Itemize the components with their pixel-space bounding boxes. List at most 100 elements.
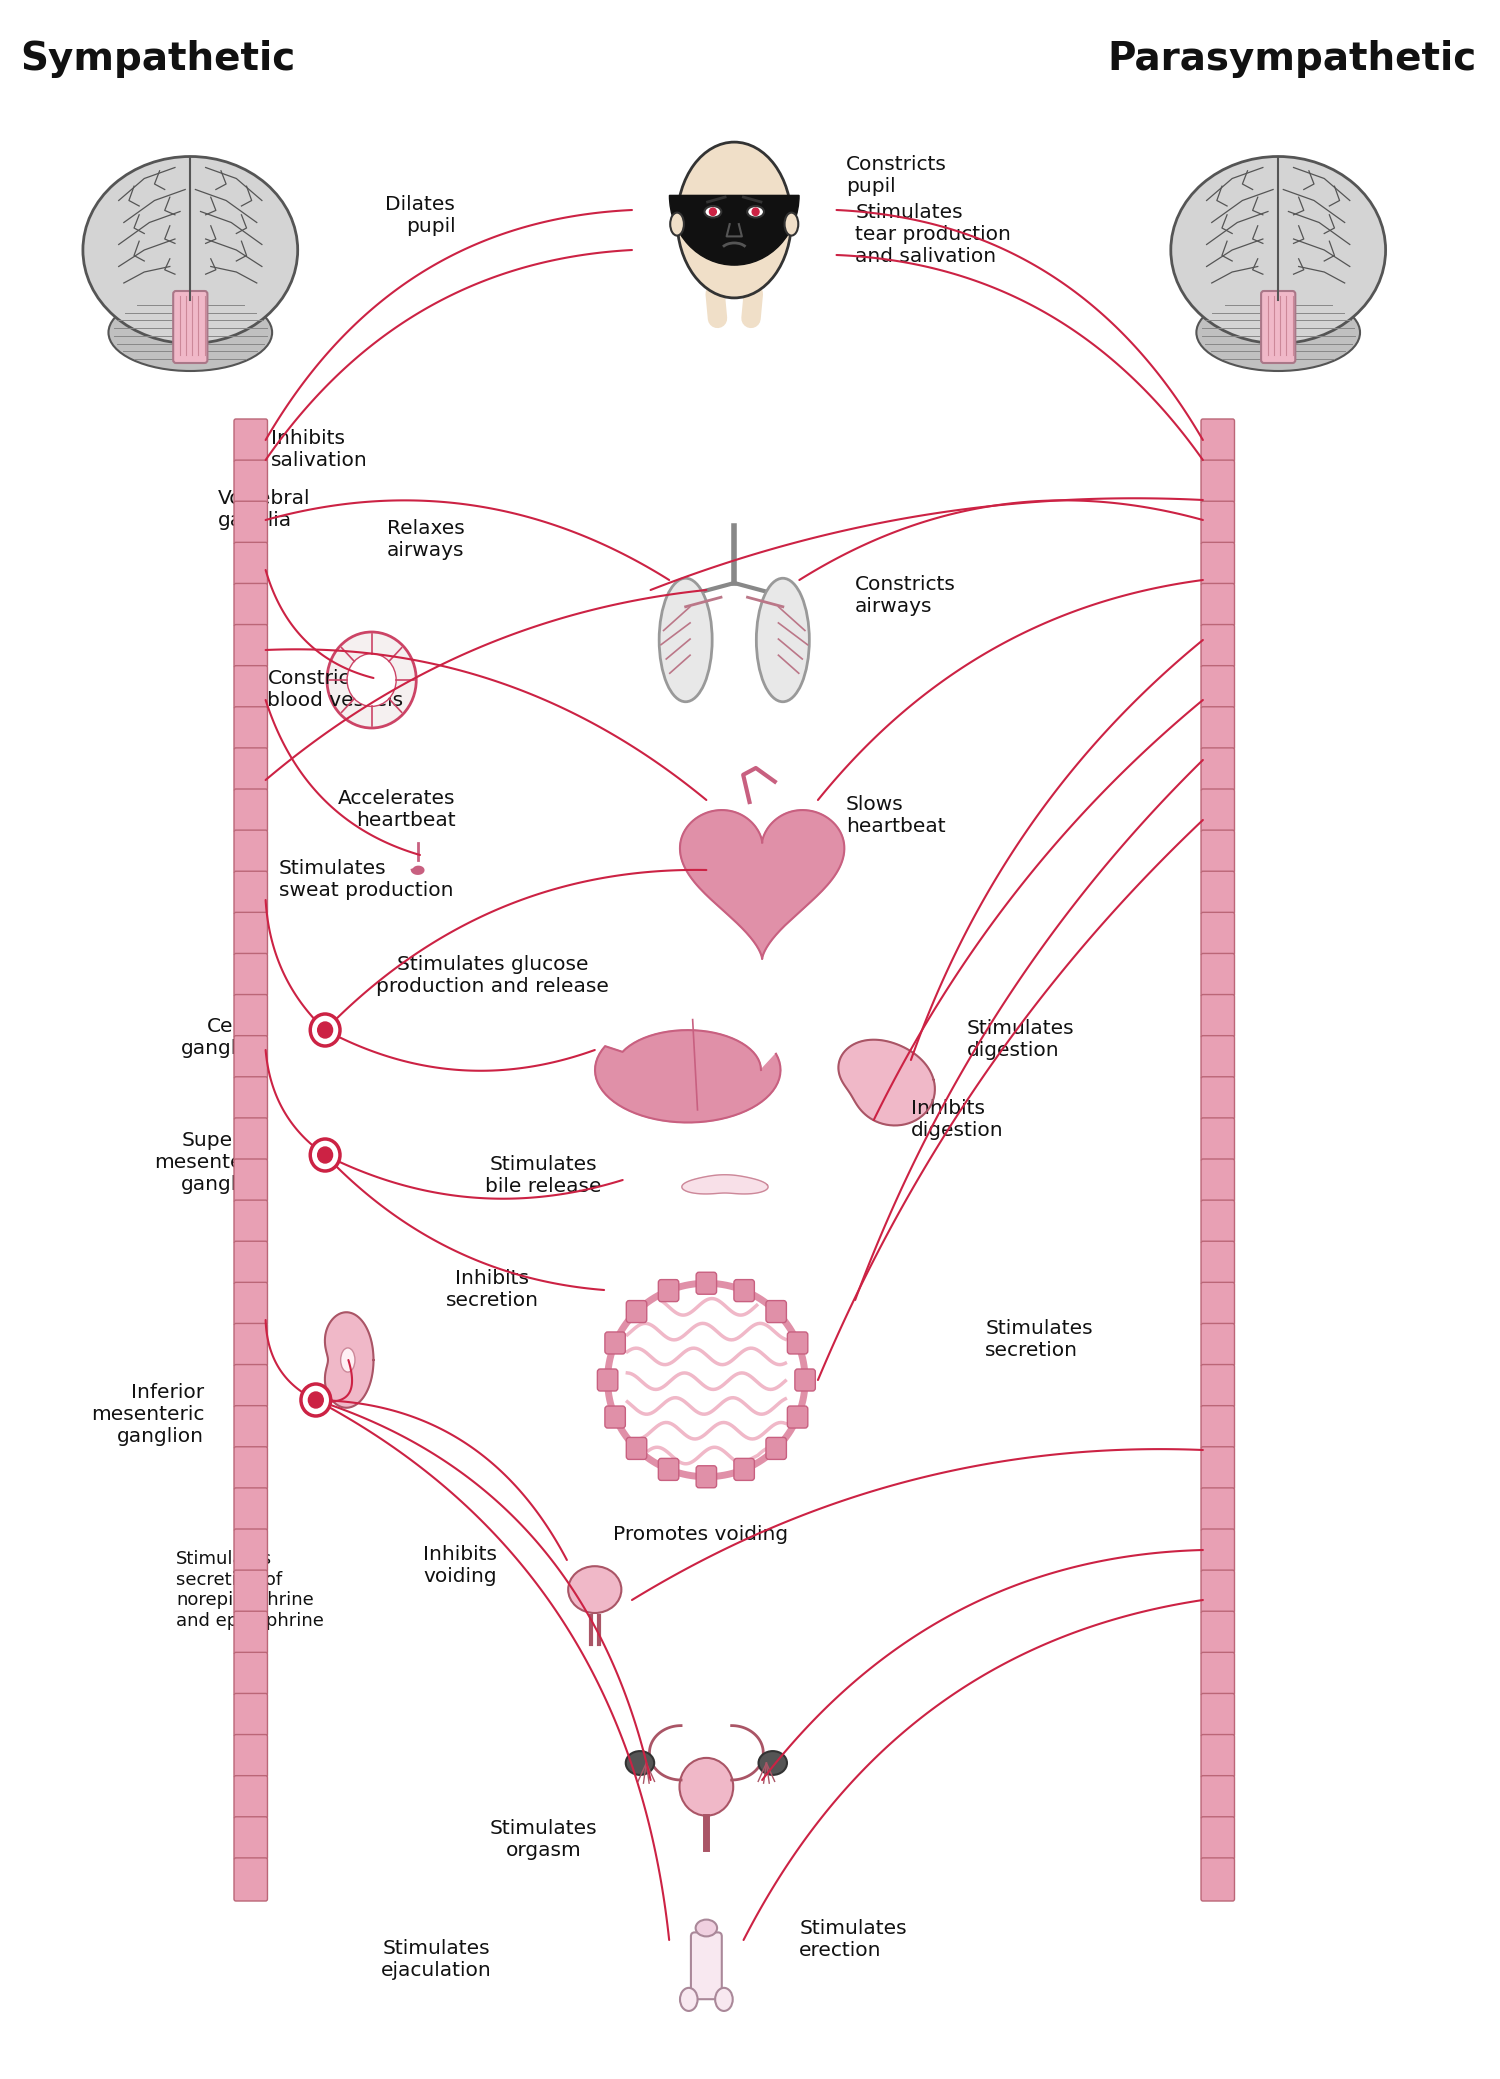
Circle shape — [710, 208, 717, 216]
FancyBboxPatch shape — [627, 1437, 646, 1459]
FancyBboxPatch shape — [1202, 501, 1234, 545]
FancyBboxPatch shape — [1202, 1859, 1234, 1900]
FancyBboxPatch shape — [1202, 1528, 1234, 1572]
FancyBboxPatch shape — [1262, 291, 1296, 364]
FancyBboxPatch shape — [1202, 1734, 1234, 1778]
Ellipse shape — [670, 212, 684, 235]
FancyBboxPatch shape — [627, 1301, 646, 1322]
FancyBboxPatch shape — [234, 1447, 267, 1491]
FancyBboxPatch shape — [234, 1241, 267, 1285]
FancyBboxPatch shape — [1202, 748, 1234, 790]
FancyBboxPatch shape — [1202, 1611, 1234, 1655]
FancyBboxPatch shape — [692, 1931, 722, 2000]
Text: Sympathetic: Sympathetic — [20, 40, 296, 79]
Circle shape — [327, 632, 416, 728]
FancyBboxPatch shape — [1202, 707, 1234, 751]
FancyBboxPatch shape — [1202, 1324, 1234, 1366]
Text: Stimulates
orgasm: Stimulates orgasm — [490, 1819, 597, 1861]
FancyBboxPatch shape — [658, 1457, 680, 1480]
FancyBboxPatch shape — [1202, 459, 1234, 503]
Circle shape — [346, 653, 396, 707]
FancyBboxPatch shape — [1202, 1077, 1234, 1121]
Ellipse shape — [658, 578, 712, 703]
FancyBboxPatch shape — [1202, 830, 1234, 873]
FancyBboxPatch shape — [234, 543, 267, 586]
Ellipse shape — [756, 578, 810, 703]
FancyBboxPatch shape — [788, 1333, 808, 1353]
FancyBboxPatch shape — [1202, 624, 1234, 667]
FancyBboxPatch shape — [1202, 665, 1234, 709]
FancyBboxPatch shape — [234, 1119, 267, 1160]
FancyBboxPatch shape — [234, 1489, 267, 1530]
Ellipse shape — [1172, 156, 1386, 343]
FancyBboxPatch shape — [597, 1368, 618, 1391]
Polygon shape — [682, 1175, 768, 1193]
Circle shape — [309, 1393, 324, 1407]
FancyBboxPatch shape — [1202, 954, 1234, 996]
Circle shape — [318, 1148, 333, 1162]
FancyBboxPatch shape — [1202, 584, 1234, 626]
FancyBboxPatch shape — [1202, 1489, 1234, 1530]
FancyBboxPatch shape — [234, 994, 267, 1037]
Text: Stimulates
sweat production: Stimulates sweat production — [279, 859, 453, 900]
FancyBboxPatch shape — [1202, 543, 1234, 586]
Ellipse shape — [568, 1565, 621, 1613]
Ellipse shape — [108, 293, 272, 370]
Ellipse shape — [1197, 293, 1360, 370]
FancyBboxPatch shape — [1202, 420, 1234, 462]
Text: Slows
heartbeat: Slows heartbeat — [846, 794, 945, 836]
FancyBboxPatch shape — [734, 1457, 754, 1480]
Circle shape — [752, 208, 759, 216]
Ellipse shape — [759, 1751, 788, 1775]
FancyBboxPatch shape — [234, 1653, 267, 1696]
FancyBboxPatch shape — [234, 1405, 267, 1449]
FancyBboxPatch shape — [234, 1611, 267, 1655]
FancyBboxPatch shape — [172, 291, 207, 364]
FancyBboxPatch shape — [234, 420, 267, 462]
FancyBboxPatch shape — [795, 1368, 816, 1391]
FancyBboxPatch shape — [788, 1405, 808, 1428]
Text: Relaxes
airways: Relaxes airways — [387, 520, 465, 561]
Text: Promotes voiding: Promotes voiding — [614, 1526, 789, 1545]
Polygon shape — [596, 1029, 780, 1123]
Text: Constricts
airways: Constricts airways — [855, 574, 956, 615]
Text: Accelerates
heartbeat: Accelerates heartbeat — [338, 790, 456, 830]
Circle shape — [310, 1015, 340, 1046]
Text: Stimulates
bile release: Stimulates bile release — [486, 1154, 602, 1195]
FancyBboxPatch shape — [604, 1405, 625, 1428]
Text: Inhibits
digestion: Inhibits digestion — [910, 1100, 1004, 1141]
FancyBboxPatch shape — [766, 1437, 786, 1459]
Text: Celiac
ganglion: Celiac ganglion — [180, 1017, 267, 1058]
FancyBboxPatch shape — [234, 1200, 267, 1243]
Text: Stimulates
secretion of
norepinephrine
and epinephrine: Stimulates secretion of norepinephrine a… — [177, 1549, 324, 1630]
FancyBboxPatch shape — [234, 1158, 267, 1202]
FancyBboxPatch shape — [234, 1817, 267, 1861]
Text: Constricts
blood vessels: Constricts blood vessels — [267, 669, 404, 711]
Ellipse shape — [747, 206, 764, 218]
FancyBboxPatch shape — [734, 1279, 754, 1301]
FancyBboxPatch shape — [234, 584, 267, 626]
FancyBboxPatch shape — [1202, 1694, 1234, 1736]
Ellipse shape — [696, 1919, 717, 1936]
FancyBboxPatch shape — [234, 748, 267, 790]
FancyBboxPatch shape — [234, 665, 267, 709]
Ellipse shape — [676, 141, 792, 297]
Ellipse shape — [705, 206, 722, 218]
Text: Dilates
pupil: Dilates pupil — [386, 195, 456, 235]
Text: Superior
mesenteric
ganglion: Superior mesenteric ganglion — [154, 1131, 267, 1193]
Text: Stimulates
erection: Stimulates erection — [800, 1919, 907, 1960]
FancyBboxPatch shape — [234, 1077, 267, 1121]
FancyBboxPatch shape — [1202, 1817, 1234, 1861]
FancyBboxPatch shape — [604, 1333, 625, 1353]
Polygon shape — [839, 1040, 934, 1125]
FancyBboxPatch shape — [234, 871, 267, 915]
FancyBboxPatch shape — [234, 913, 267, 956]
FancyBboxPatch shape — [234, 790, 267, 832]
FancyBboxPatch shape — [234, 707, 267, 751]
Text: Stimulates
tear production
and salivation: Stimulates tear production and salivatio… — [855, 204, 1011, 266]
Text: Inhibits
salivation: Inhibits salivation — [272, 430, 368, 470]
FancyBboxPatch shape — [234, 1364, 267, 1407]
Ellipse shape — [82, 156, 297, 343]
FancyBboxPatch shape — [234, 501, 267, 545]
Text: Stimulates
digestion: Stimulates digestion — [966, 1019, 1074, 1060]
